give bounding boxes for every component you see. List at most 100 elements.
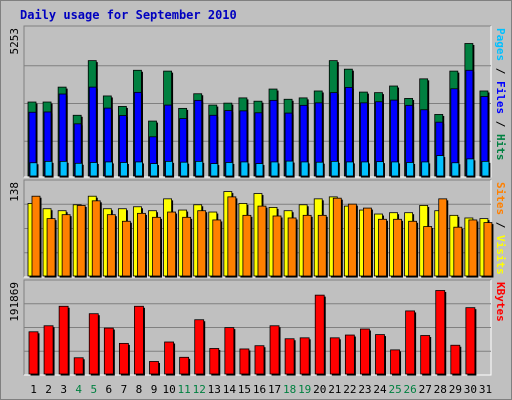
kbytes-bar-fill [179, 356, 190, 375]
x-tick-label: 19 [298, 383, 311, 396]
pages-bar-fill [330, 160, 339, 177]
sites-bar-fill [332, 197, 342, 277]
pages-bar-fill [135, 161, 143, 177]
kbytes-bar-fill [164, 341, 174, 375]
sites-bar [347, 203, 358, 278]
pages-bar [74, 162, 84, 178]
pages-bar [436, 155, 446, 178]
kbytes-ymax-label: 191869 [8, 282, 21, 322]
sites-bar-fill [363, 207, 372, 277]
sites-bar-fill [61, 214, 71, 277]
kbytes-bar-fill [375, 334, 385, 375]
kbytes-bar-fill [465, 307, 476, 375]
sites-bar [317, 214, 328, 278]
sites-bar [393, 218, 404, 278]
pages-bar [104, 161, 114, 178]
kbytes-bar-fill [360, 328, 370, 375]
pages-bar-fill [104, 161, 113, 177]
pages-bar [315, 161, 325, 178]
kbytes-bar-fill [28, 331, 39, 375]
sites-bar-fill [453, 226, 463, 277]
sites-bar-fill [438, 198, 448, 277]
pages-bar [361, 161, 370, 178]
kbytes-bar-fill [118, 342, 129, 375]
pages-bar-fill [451, 162, 460, 177]
x-tick-label: 27 [419, 383, 432, 396]
pages-bar-fill [315, 161, 324, 177]
sites-bar [197, 210, 208, 278]
sites-bar-fill [152, 216, 161, 277]
x-tick-label: 6 [106, 383, 113, 396]
pages-bar-fill [29, 162, 38, 177]
pages-bar [285, 160, 295, 178]
kbytes-bar-fill [239, 348, 250, 375]
legend-entry: Hits [494, 134, 507, 161]
kbytes-bar [134, 305, 145, 376]
pages-bar-fill [421, 161, 430, 177]
kbytes-bar-fill [435, 290, 446, 375]
sites-bar-fill [393, 218, 402, 277]
x-tick-label: 13 [208, 383, 221, 396]
pages-bar-fill [285, 160, 294, 177]
pages-bar [406, 162, 416, 178]
sites-bar [182, 216, 193, 278]
pages-bar [391, 161, 401, 178]
pages-bar-fill [361, 161, 369, 177]
x-tick-label: 26 [404, 383, 417, 396]
x-tick-label: 23 [358, 383, 371, 396]
pages-bar-fill [300, 161, 309, 177]
pages-bar-fill [466, 158, 475, 177]
kbytes-bar [118, 342, 130, 376]
pages-bar [345, 161, 355, 178]
sites-bar [242, 214, 253, 278]
kbytes-bar [164, 341, 176, 376]
sites-bar [257, 205, 268, 278]
sites-bar [363, 207, 373, 278]
pages-bar-fill [119, 162, 128, 177]
legend-entry: Pages [494, 28, 507, 61]
kbytes-bar-fill [299, 337, 310, 375]
pages-bar-fill [481, 160, 490, 177]
pages-bar [225, 162, 235, 178]
pages-bar-fill [59, 160, 68, 177]
kbytes-bar [88, 313, 100, 376]
pages-bar [376, 161, 385, 178]
sites-bar-fill [197, 210, 207, 277]
plot-bevel-light [24, 26, 492, 178]
x-tick-label: 11 [178, 383, 191, 396]
sites-bar-fill [483, 222, 493, 277]
pages-bar [270, 161, 280, 178]
pages-bar-fill [44, 160, 53, 177]
x-tick-label: 20 [313, 383, 326, 396]
x-tick-label: 25 [388, 383, 401, 396]
kbytes-bar [224, 327, 236, 376]
sites-bar-fill [242, 214, 252, 277]
legend-entry: / [494, 114, 507, 134]
sites-bar [121, 220, 132, 278]
pages-bar-fill [150, 163, 158, 177]
pages-bar [119, 162, 129, 178]
pages-bar [451, 162, 461, 178]
kbytes-bar-fill [344, 334, 355, 375]
plot-bevel-dark [23, 179, 491, 277]
sites-bar [453, 226, 464, 278]
sites-bar [106, 214, 117, 278]
pages-bar-fill [436, 155, 445, 177]
x-tick-label: 18 [283, 383, 296, 396]
plot-bevel-light [24, 280, 492, 376]
plot-bevel-dark [23, 279, 491, 375]
kbytes-bar [344, 334, 356, 376]
sites-bar-fill [121, 220, 131, 277]
x-tick-label: 28 [434, 383, 447, 396]
sites-bar [272, 215, 283, 278]
sites-bar-fill [106, 214, 116, 277]
sites-bar-fill [76, 205, 86, 277]
kbytes-bar [405, 310, 417, 376]
kbytes-bar-fill [420, 335, 431, 375]
sites-bar-fill [378, 218, 387, 277]
x-tick-label: 12 [193, 383, 206, 396]
pages-bar [466, 158, 476, 178]
kbytes-bar-fill [209, 348, 220, 375]
kbytes-bar-fill [103, 327, 114, 375]
legend-entry: / [494, 215, 507, 235]
